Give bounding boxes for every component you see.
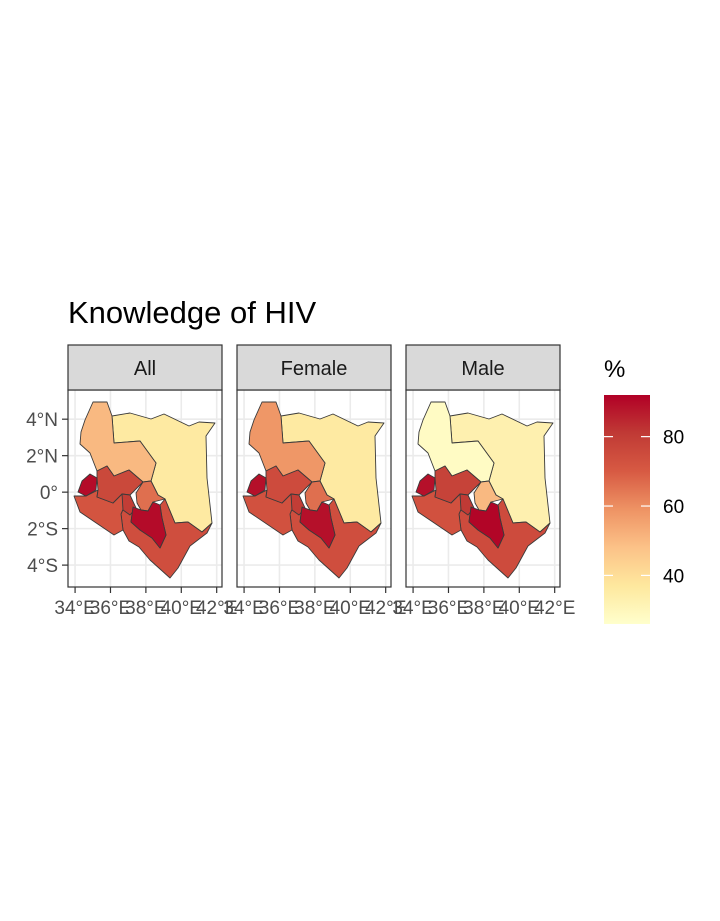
region-w1 — [415, 473, 436, 497]
legend-title: % — [604, 356, 625, 383]
strip-female — [236, 344, 392, 391]
x-tick-label: 34°E — [223, 598, 264, 619]
x-tick-label: 36°E — [90, 598, 131, 619]
strip-label-all: All — [134, 358, 156, 380]
facet-panels: All34°E36°E38°E40°E42°EFemale34°E36°E38°… — [54, 344, 575, 619]
y-tick-label: 4°S — [27, 556, 58, 577]
facet-panel-female: Female 34°E36°E38°E40°E42°E — [223, 344, 406, 619]
x-tick-label: 34°E — [54, 598, 95, 619]
x-tick-label: 42°E — [534, 598, 575, 619]
map-title: Knowledge of HIV — [68, 295, 316, 330]
x-tick-label: 40°E — [330, 598, 371, 619]
x-tick-label: 42°E — [196, 598, 237, 619]
y-axis: 4°N 2°N 0° 2°S 4°S — [26, 410, 68, 577]
region-map — [73, 401, 216, 579]
region-map — [411, 401, 554, 579]
legend-tick-label: 40 — [663, 566, 684, 587]
region-w1 — [246, 473, 267, 497]
strip-all — [67, 344, 223, 391]
y-tick-label: 4°N — [26, 410, 58, 431]
x-tick-label: 42°E — [365, 598, 406, 619]
strip-label-male: Male — [461, 358, 504, 380]
facet-panel-male: Male 34°E36°E38°E40°E42°E — [392, 344, 575, 619]
region-w1 — [77, 473, 98, 497]
y-tick-label: 2°S — [27, 520, 58, 541]
strip-male — [405, 344, 561, 391]
x-tick-label: 38°E — [294, 598, 335, 619]
x-tick-label: 34°E — [392, 598, 433, 619]
legend-tick-label: 80 — [663, 428, 684, 449]
x-tick-label: 40°E — [499, 598, 540, 619]
strip-label-female: Female — [281, 358, 348, 380]
region-c — [130, 501, 167, 549]
region-c — [299, 501, 336, 549]
legend-colorbar — [604, 395, 650, 624]
y-tick-label: 0° — [40, 483, 58, 504]
facet-panel-all: All 34°E36°E38°E40°E42°E — [54, 344, 237, 619]
x-tick-label: 38°E — [463, 598, 504, 619]
x-tick-label: 36°E — [259, 598, 300, 619]
region-c — [468, 501, 505, 549]
y-tick-label: 2°N — [26, 447, 58, 468]
x-tick-label: 38°E — [125, 598, 166, 619]
region-map — [242, 401, 385, 579]
x-tick-label: 40°E — [161, 598, 202, 619]
color-legend: % 40 60 80 — [604, 356, 684, 624]
x-tick-label: 36°E — [428, 598, 469, 619]
legend-tick-label: 60 — [663, 497, 684, 518]
